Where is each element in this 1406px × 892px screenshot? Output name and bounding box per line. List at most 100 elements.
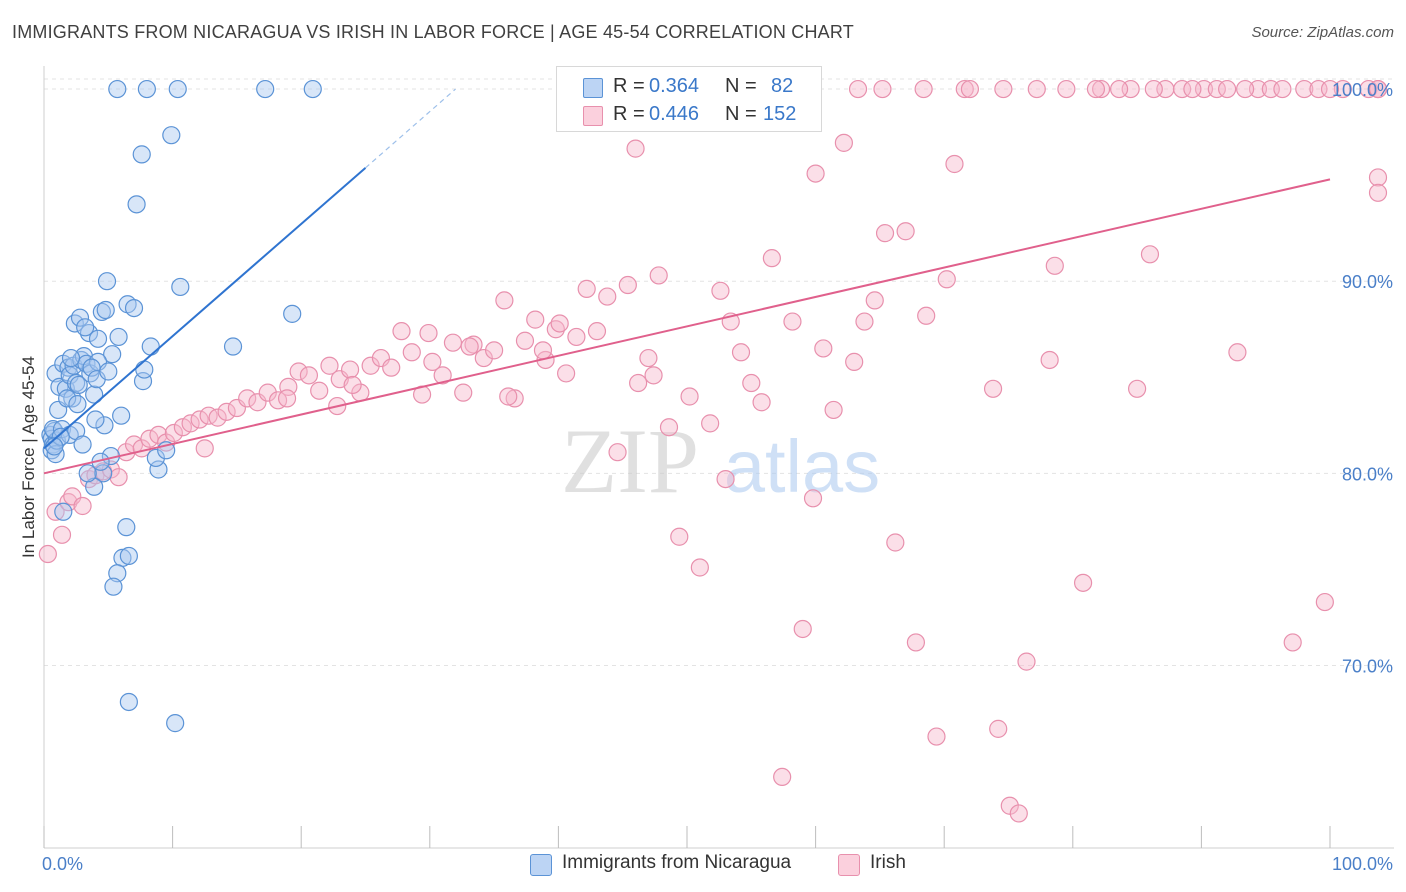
irish-point bbox=[1140, 245, 1160, 264]
irish-point bbox=[515, 331, 535, 350]
legend-r-value: 0.446 bbox=[649, 103, 700, 125]
irish-point bbox=[1368, 79, 1388, 99]
nicaragua-point bbox=[256, 79, 275, 99]
legend-n-value: 152 bbox=[763, 103, 797, 125]
irish-point bbox=[577, 279, 596, 298]
chart-title: IMMIGRANTS FROM NICARAGUA VS IRISH IN LA… bbox=[12, 22, 854, 42]
irish-point bbox=[550, 314, 569, 333]
irish-point bbox=[690, 558, 709, 577]
irish-point bbox=[1368, 168, 1388, 187]
irish-point bbox=[731, 343, 751, 362]
nicaragua-point bbox=[137, 79, 156, 99]
trend-lines bbox=[43, 88, 1331, 475]
irish-point bbox=[752, 393, 771, 412]
irish-point bbox=[402, 343, 421, 362]
irish-point bbox=[716, 469, 735, 489]
irish-point bbox=[557, 364, 576, 383]
irish-point bbox=[289, 362, 308, 381]
irish-point bbox=[783, 312, 802, 331]
irish-point bbox=[960, 79, 980, 99]
legend-swatch-nicaragua bbox=[530, 854, 552, 876]
irish-point bbox=[310, 381, 329, 400]
irish-point bbox=[505, 389, 524, 408]
irish-point bbox=[806, 164, 825, 183]
irish-point bbox=[567, 327, 586, 347]
legend-row-irish: R = 0.446 N = 152 bbox=[557, 100, 821, 130]
irish-point bbox=[803, 489, 823, 508]
irish-point bbox=[711, 281, 730, 300]
irish-point bbox=[848, 79, 868, 99]
irish-point bbox=[914, 79, 933, 99]
zipatlas-watermark: ZIP atlas bbox=[561, 410, 880, 512]
y-tick-label: 70.0% bbox=[1342, 656, 1393, 676]
nicaragua-point bbox=[283, 304, 302, 323]
nicaragua-point bbox=[303, 79, 322, 99]
nicaragua-point bbox=[46, 445, 65, 464]
nicaragua-point bbox=[117, 518, 136, 537]
tick-labels: 70.0% 80.0% 90.0% 100.0% 0.0% 100.0% bbox=[42, 80, 1393, 874]
irish-point bbox=[1127, 379, 1147, 398]
nicaragua-points bbox=[41, 79, 322, 733]
legend-label-irish: Irish bbox=[870, 852, 906, 873]
irish-point bbox=[268, 391, 288, 410]
irish-point bbox=[149, 425, 168, 445]
nicaragua-point bbox=[223, 337, 243, 356]
irish-point bbox=[626, 139, 645, 158]
irish-point bbox=[945, 154, 964, 174]
irish-trend-line bbox=[43, 178, 1331, 475]
irish-point bbox=[1368, 183, 1388, 202]
irish-point bbox=[526, 310, 545, 329]
irish-point bbox=[824, 400, 843, 420]
nicaragua-point bbox=[119, 692, 138, 712]
irish-point bbox=[1073, 573, 1093, 592]
irish-point bbox=[208, 408, 227, 427]
irish-point bbox=[495, 291, 514, 310]
y-tick-label: 100.0% bbox=[1332, 80, 1393, 100]
nicaragua-point bbox=[162, 126, 181, 145]
irish-point bbox=[382, 358, 401, 377]
nicaragua-point bbox=[146, 448, 165, 468]
irish-point bbox=[343, 375, 362, 395]
irish-point bbox=[299, 366, 319, 385]
irish-point bbox=[1207, 79, 1226, 99]
irish-point bbox=[659, 418, 679, 437]
nicaragua-point bbox=[166, 714, 185, 733]
irish-point bbox=[1273, 79, 1292, 99]
irish-point bbox=[845, 352, 864, 371]
nicaragua-point bbox=[127, 195, 146, 214]
irish-point bbox=[277, 389, 297, 408]
nicaragua-trend-line bbox=[43, 167, 367, 450]
nicaragua-trend-extension bbox=[365, 88, 456, 169]
irish-point bbox=[1173, 79, 1192, 99]
irish-points bbox=[38, 79, 1388, 823]
irish-point bbox=[927, 727, 946, 746]
legend-n-label: N = bbox=[725, 75, 757, 97]
irish-point bbox=[1248, 79, 1268, 99]
irish-point bbox=[680, 387, 699, 406]
grid-lines bbox=[44, 78, 1394, 666]
nicaragua-point bbox=[109, 327, 128, 347]
irish-point bbox=[1315, 592, 1334, 612]
nicaragua-point bbox=[76, 318, 95, 337]
irish-point bbox=[742, 373, 761, 393]
irish-point bbox=[181, 414, 200, 433]
nicaragua-point bbox=[171, 277, 190, 297]
nicaragua-point bbox=[132, 145, 151, 164]
nicaragua-point bbox=[103, 345, 122, 364]
nicaragua-point bbox=[133, 372, 153, 391]
irish-point bbox=[1045, 256, 1064, 275]
source-label[interactable]: Source: ZipAtlas.com bbox=[1251, 24, 1394, 41]
legend-swatch-irish bbox=[583, 106, 603, 126]
irish-point bbox=[340, 360, 360, 379]
irish-point bbox=[1236, 79, 1255, 99]
nicaragua-point bbox=[61, 348, 81, 368]
stats-legend: R = 0.364 N = 82 R = 0.446 N = 152 bbox=[556, 66, 822, 132]
irish-point bbox=[460, 337, 479, 356]
irish-point bbox=[937, 270, 956, 289]
irish-point bbox=[195, 439, 214, 458]
irish-point bbox=[320, 356, 339, 375]
irish-point bbox=[701, 414, 720, 433]
irish-point bbox=[834, 133, 853, 152]
irish-point bbox=[989, 719, 1008, 738]
